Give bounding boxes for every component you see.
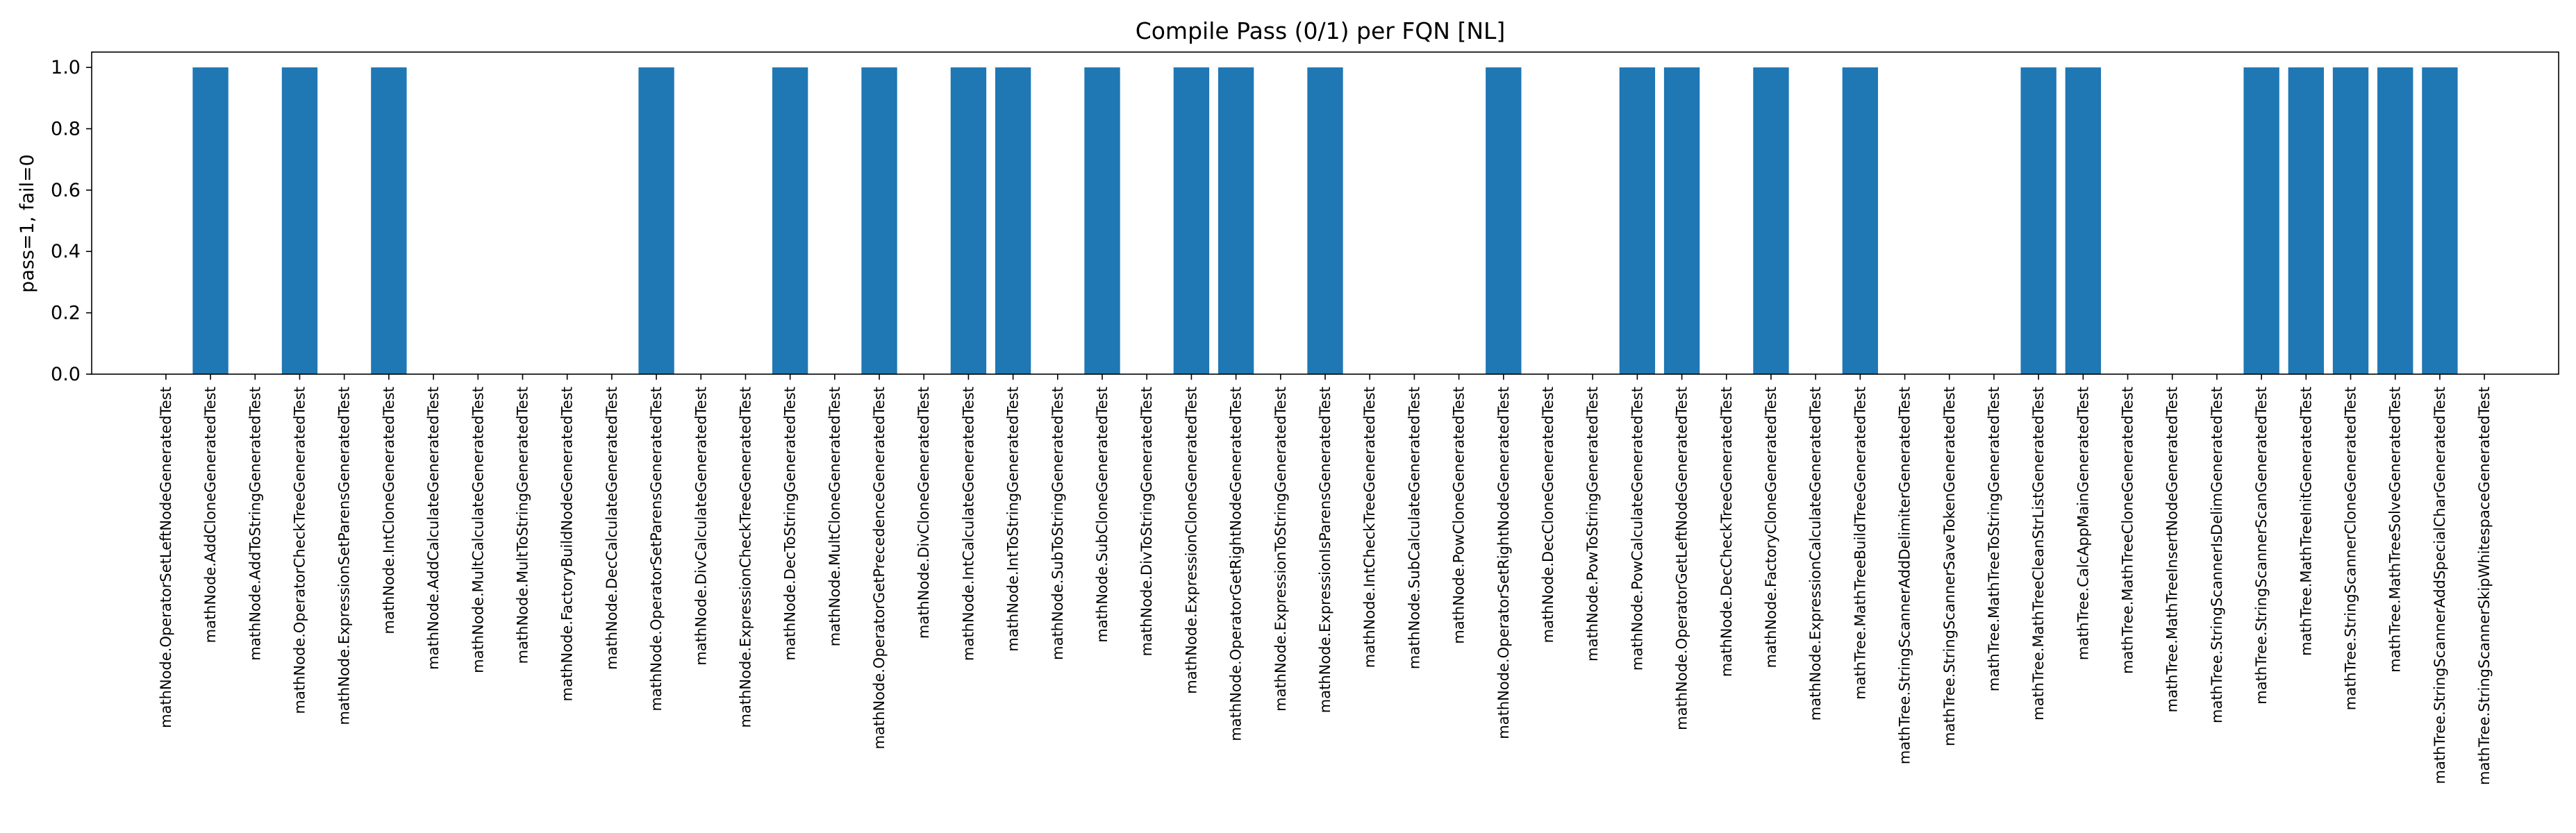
x-tick-label: mathNode.SubCalculateGeneratedTest xyxy=(1406,387,1422,669)
bar xyxy=(371,67,407,374)
x-tick-label: mathNode.SubToStringGeneratedTest xyxy=(1049,387,1066,660)
bar xyxy=(1173,67,1210,374)
bar xyxy=(2422,67,2458,374)
bar xyxy=(1619,67,1656,374)
x-tick-label: mathNode.OperatorSetParensGeneratedTest xyxy=(648,387,665,712)
bar xyxy=(2377,67,2413,374)
bar xyxy=(638,67,674,374)
y-tick-label: 0.4 xyxy=(51,241,81,262)
x-tick-label: mathNode.ExpressionIsParensGeneratedTest xyxy=(1317,387,1333,713)
x-tick-label: mathNode.IntCheckTreeGeneratedTest xyxy=(1361,387,1378,668)
bar xyxy=(2020,67,2056,374)
x-tick-label: mathNode.PowCloneGeneratedTest xyxy=(1451,387,1468,644)
x-tick-label: mathNode.DecCalculateGeneratedTest xyxy=(604,387,620,670)
bar xyxy=(1663,67,1700,374)
x-tick-label: mathNode.IntCalculateGeneratedTest xyxy=(960,387,977,661)
x-tick-label: mathNode.IntToStringGeneratedTest xyxy=(1005,387,1022,652)
x-tick-label: mathTree.StringScannerIsDelimGeneratedTe… xyxy=(2209,387,2225,723)
bar xyxy=(2288,67,2325,374)
x-tick-label: mathNode.OperatorSetRightNodeGeneratedTe… xyxy=(1495,387,1512,739)
x-tick-label: mathTree.MathTreeInsertNodeGeneratedTest xyxy=(2164,387,2181,712)
x-tick-label: mathNode.OperatorGetLeftNodeGeneratedTes… xyxy=(1674,387,1690,730)
bar xyxy=(1307,67,1343,374)
bar xyxy=(1753,67,1789,374)
bar xyxy=(2332,67,2369,374)
x-tick-label: mathNode.OperatorCheckTreeGeneratedTest xyxy=(291,387,308,714)
x-tick-label: mathNode.DivCloneGeneratedTest xyxy=(915,387,932,639)
x-tick-label: mathNode.ExpressionCloneGeneratedTest xyxy=(1183,387,1199,694)
x-tick-label: mathNode.MultToStringGeneratedTest xyxy=(514,387,531,664)
bar xyxy=(281,67,318,374)
x-tick-label: mathTree.StringScannerSaveTokenGenerated… xyxy=(1941,387,1958,746)
x-tick-label: mathTree.StringScannerAddSpecialCharGene… xyxy=(2432,387,2448,784)
x-tick-label: mathTree.MathTreeToStringGeneratedTest xyxy=(1986,387,2002,691)
bar xyxy=(1486,67,1522,374)
bar xyxy=(1218,67,1254,374)
bar xyxy=(861,67,897,374)
x-tick-label: mathNode.PowCalculateGeneratedTest xyxy=(1629,387,1645,671)
x-tick-label: mathNode.SubCloneGeneratedTest xyxy=(1094,387,1111,643)
chart-title: Compile Pass (0/1) per FQN [NL] xyxy=(1136,17,1506,44)
bar xyxy=(772,67,808,374)
x-tick-label: mathNode.IntCloneGeneratedTest xyxy=(381,387,397,634)
x-tick-label: mathTree.MathTreeCloneGeneratedTest xyxy=(2120,387,2136,674)
bar xyxy=(192,67,228,374)
x-tick-label: mathNode.MultCloneGeneratedTest xyxy=(826,387,843,646)
bar xyxy=(995,67,1031,374)
x-tick-label: mathTree.StringScannerAddDelimiterGenera… xyxy=(1897,387,1913,764)
y-tick-label: 0.6 xyxy=(51,180,81,201)
x-tick-label: mathNode.ExpressionSetParensGeneratedTes… xyxy=(336,387,353,725)
x-tick-label: mathTree.MathTreeBuildTreeGeneratedTest xyxy=(1852,387,1868,700)
bar xyxy=(1084,67,1120,374)
x-tick-label: mathNode.PowToStringGeneratedTest xyxy=(1584,387,1601,662)
x-tick-label: mathNode.FactoryCloneGeneratedTest xyxy=(1763,387,1779,668)
x-tick-label: mathNode.OperatorGetPrecedenceGeneratedT… xyxy=(871,387,888,749)
x-tick-label: mathNode.DecToStringGeneratedTest xyxy=(782,387,799,661)
x-tick-label: mathNode.AddCalculateGeneratedTest xyxy=(425,387,442,670)
x-tick-label: mathNode.ExpressionCalculateGeneratedTes… xyxy=(1807,387,1824,721)
x-tick-label: mathTree.StringScannerCloneGeneratedTest xyxy=(2343,387,2359,710)
x-tick-label: mathTree.StringScannerSkipWhitespaceGene… xyxy=(2476,387,2493,785)
y-tick-label: 0.8 xyxy=(51,118,81,140)
x-tick-label: mathNode.OperatorSetLeftNodeGeneratedTes… xyxy=(158,387,174,728)
y-tick-label: 0.2 xyxy=(51,303,81,324)
x-tick-label: mathTree.MathTreeSolveGeneratedTest xyxy=(2387,387,2404,673)
x-tick-label: mathNode.AddCloneGeneratedTest xyxy=(202,387,219,643)
x-tick-label: mathNode.DecCheckTreeGeneratedTest xyxy=(1718,387,1735,677)
x-tick-label: mathNode.DivToStringGeneratedTest xyxy=(1138,387,1155,656)
bar xyxy=(2065,67,2102,374)
x-tick-label: mathTree.CalcAppMainGeneratedTest xyxy=(2075,387,2091,660)
x-tick-label: mathNode.OperatorGetRightNodeGeneratedTe… xyxy=(1228,387,1245,741)
bar xyxy=(1842,67,1879,374)
x-tick-label: mathNode.DivCalculateGeneratedTest xyxy=(692,387,709,666)
x-tick-label: mathNode.MultCalculateGeneratedTest xyxy=(470,387,486,673)
x-tick-label: mathTree.MathTreeInitGeneratedTest xyxy=(2297,387,2314,656)
x-tick-label: mathTree.StringScannerScanGeneratedTest xyxy=(2253,387,2270,705)
bar xyxy=(2243,67,2279,374)
x-tick-label: mathNode.FactoryBuildNodeGeneratedTest xyxy=(559,387,576,701)
x-tick-label: mathNode.ExpressionCheckTreeGeneratedTes… xyxy=(737,387,754,727)
y-tick-label: 1.0 xyxy=(51,57,81,78)
y-axis-label: pass=1, fail=0 xyxy=(17,154,38,293)
bar xyxy=(950,67,987,374)
x-tick-label: mathNode.DecCloneGeneratedTest xyxy=(1540,387,1556,643)
x-tick-label: mathNode.AddToStringGeneratedTest xyxy=(247,387,263,661)
plot-area: 0.0 0.2 0.4 0.6 0.8 1.0 mathNode.OperatorSetLe… xyxy=(51,51,2559,785)
y-tick-label: 0.0 xyxy=(51,364,81,385)
x-tick-label: mathTree.MathTreeCleanStrListGeneratedTe… xyxy=(2030,387,2047,721)
x-tick-label: mathNode.ExpressionToStringGeneratedTest xyxy=(1272,387,1289,712)
